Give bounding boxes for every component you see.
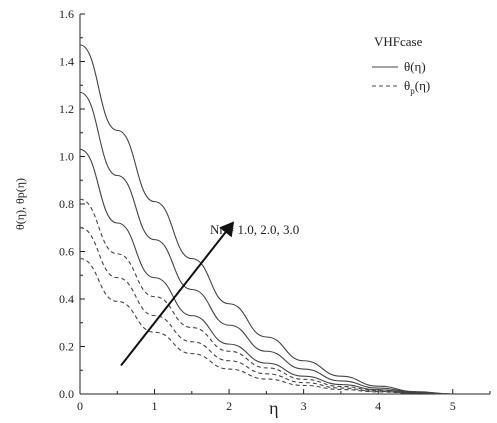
x-tick-label: 5 [450, 399, 456, 413]
annotation: Nr = 1.0, 2.0, 3.0 [120, 221, 299, 367]
x-tick-label: 1 [152, 399, 158, 413]
y-tick-label: 0.0 [59, 387, 74, 401]
x-tick-label: 0 [77, 399, 83, 413]
y-tick-label: 1.2 [59, 102, 74, 116]
legend-title: VHFcase [374, 34, 423, 49]
theta-p-curve [79, 198, 453, 395]
y-tick-label: 1.4 [59, 55, 74, 69]
y-tick-label: 1.6 [59, 7, 74, 21]
y-axis-title: θ(η), θp(η) [13, 178, 27, 230]
legend-label-theta-p: θp(η) [404, 78, 430, 96]
legend: VHFcase θ(η) θp(η) [372, 34, 430, 96]
x-tick-label: 2 [226, 399, 232, 413]
series-lines [79, 44, 453, 395]
nr-annotation-label: Nr = 1.0, 2.0, 3.0 [210, 222, 299, 237]
y-tick-label: 0.8 [59, 197, 74, 211]
y-tick-label: 0.2 [59, 340, 74, 354]
y-tick-label: 0.6 [59, 245, 74, 259]
theta-p-curve [79, 227, 453, 395]
y-axis-ticks: 0.0 0.2 0.4 0.6 0.8 1.0 1.2 1.4 1.6 [59, 7, 85, 401]
theta-curve [79, 91, 453, 395]
y-tick-label: 1.0 [59, 150, 74, 164]
plot-area: 0.0 0.2 0.4 0.6 0.8 1.0 1.2 1.4 1.6 0 1 2 3 4 5 [59, 7, 491, 413]
theta-p-curve [79, 258, 453, 395]
x-axis-title: η [269, 398, 278, 418]
theta-curve [79, 44, 453, 395]
y-tick-label: 0.4 [59, 292, 74, 306]
x-tick-label: 4 [375, 399, 381, 413]
nr-increase-arrow [120, 221, 235, 367]
legend-label-theta: θ(η) [404, 59, 426, 74]
x-tick-label: 3 [301, 399, 307, 413]
theta-curve [79, 148, 453, 395]
